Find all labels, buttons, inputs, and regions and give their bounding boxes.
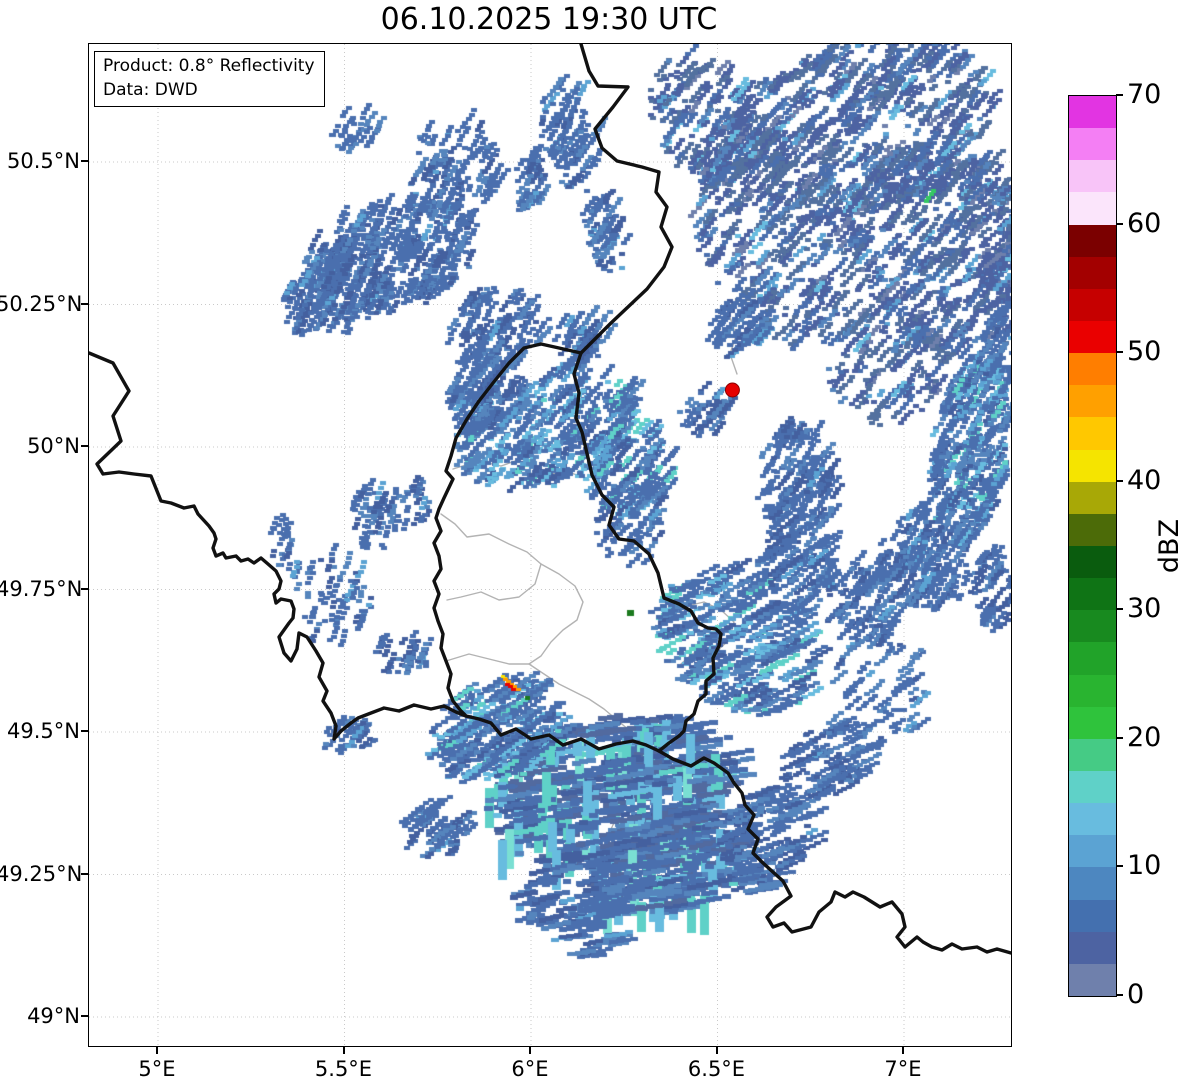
lon-tick-mark	[342, 1047, 345, 1054]
colorbar-segment	[1069, 674, 1116, 707]
colorbar-segment	[1069, 481, 1116, 514]
colorbar-segment	[1069, 417, 1116, 450]
colorbar-segment	[1069, 706, 1116, 739]
lat-tick-mark	[81, 872, 88, 875]
colorbar-segment	[1069, 867, 1116, 900]
colorbar-tick-mark	[1116, 994, 1123, 996]
colorbar-tick-mark	[1116, 94, 1123, 96]
colorbar-segment	[1069, 321, 1116, 354]
lat-tick-mark	[81, 302, 88, 305]
map-plot: Product: 0.8° Reflectivity Data: DWD	[88, 43, 1012, 1047]
lat-tick-mark	[81, 730, 88, 732]
lat-tick-label: 50.5°N	[7, 149, 80, 173]
product-label: Product: 0.8° Reflectivity	[103, 56, 315, 76]
lon-tick-mark	[156, 1047, 158, 1054]
colorbar-segment	[1069, 353, 1116, 386]
lat-tick-label: 49.75°N	[0, 576, 83, 601]
figure-title: 06.10.2025 19:30 UTC	[380, 2, 718, 37]
lat-tick-label: 49.5°N	[7, 719, 80, 743]
colorbar-segment	[1069, 835, 1116, 868]
colorbar-tick-label: 40	[1127, 464, 1162, 496]
colorbar-segment	[1069, 546, 1116, 579]
colorbar-segment	[1069, 771, 1116, 804]
lon-tick-mark	[529, 1047, 531, 1054]
colorbar-segment	[1069, 160, 1116, 193]
colorbar-segment	[1069, 610, 1116, 643]
colorbar-segment	[1069, 449, 1116, 482]
lon-tick-label: 5.5°E	[314, 1057, 373, 1081]
colorbar-segment	[1069, 224, 1116, 257]
colorbar-tick-label: 0	[1127, 979, 1145, 1010]
colorbar-segment	[1069, 578, 1116, 611]
lon-tick-mark	[902, 1047, 904, 1054]
colorbar-tick-label: 70	[1127, 79, 1162, 110]
lat-tick-mark	[81, 587, 88, 590]
country-borders-overlay	[89, 44, 1011, 955]
colorbar	[1068, 95, 1117, 997]
colorbar-segment	[1069, 128, 1116, 161]
colorbar-segment	[1069, 803, 1116, 836]
lat-tick-mark	[81, 445, 88, 447]
lat-tick-label: 50°N	[27, 434, 80, 458]
lat-tick-label: 49°N	[27, 1004, 80, 1028]
colorbar-segment	[1069, 642, 1116, 675]
lon-tick-mark	[715, 1047, 718, 1054]
country-border	[432, 342, 661, 753]
data-source-label: Data: DWD	[103, 80, 198, 100]
colorbar-tick-label: 10	[1127, 850, 1162, 882]
colorbar-segment	[1069, 899, 1116, 932]
country-border	[657, 749, 1011, 955]
colorbar-tick-label: 50	[1127, 336, 1162, 368]
colorbar-segment	[1069, 931, 1116, 964]
product-info-box: Product: 0.8° Reflectivity Data: DWD	[94, 51, 325, 107]
country-border	[579, 44, 674, 355]
colorbar-tick-label: 20	[1127, 721, 1162, 753]
country-border	[572, 351, 723, 753]
colorbar-tick-mark	[1116, 608, 1123, 611]
radar-echo-canvas	[89, 44, 1011, 1046]
country-border	[89, 351, 468, 741]
colorbar-tick-mark	[1116, 351, 1123, 354]
lon-tick-label: 6.5°E	[687, 1057, 746, 1081]
colorbar-tick-mark	[1116, 736, 1123, 739]
colorbar-axis-label: dBZ	[1153, 518, 1185, 574]
lon-tick-label: 6°E	[511, 1057, 549, 1081]
lon-tick-label: 7°E	[884, 1057, 922, 1081]
colorbar-segment	[1069, 192, 1116, 225]
colorbar-segment	[1069, 288, 1116, 322]
lat-tick-label: 50.25°N	[0, 291, 83, 316]
colorbar-tick-mark	[1116, 479, 1123, 482]
colorbar-tick-mark	[1116, 222, 1123, 225]
colorbar-tick-label: 30	[1127, 593, 1162, 625]
radar-site-marker	[724, 382, 740, 398]
colorbar-segment	[1069, 963, 1116, 996]
colorbar-tick-mark	[1116, 865, 1123, 868]
lat-tick-mark	[81, 1015, 88, 1017]
colorbar-segment	[1069, 513, 1116, 547]
lat-tick-mark	[81, 160, 88, 162]
lon-tick-label: 5°E	[138, 1057, 176, 1081]
colorbar-segment	[1069, 256, 1116, 289]
colorbar-segment	[1069, 385, 1116, 418]
colorbar-tick-label: 60	[1127, 207, 1162, 239]
lat-tick-label: 49.25°N	[0, 861, 83, 886]
colorbar-segment	[1069, 738, 1116, 772]
colorbar-segment	[1069, 96, 1116, 129]
